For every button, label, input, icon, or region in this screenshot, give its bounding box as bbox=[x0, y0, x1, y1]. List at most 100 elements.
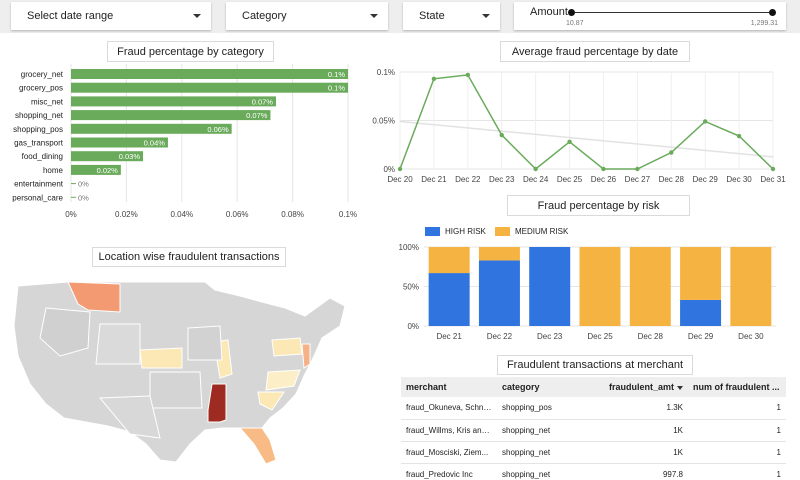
state-south-carolina[interactable] bbox=[257, 391, 285, 411]
bar-value-label: 0.02% bbox=[97, 166, 119, 175]
bar-value-label: 0% bbox=[78, 193, 89, 202]
amount-label: Amount bbox=[530, 6, 568, 18]
bar-value-label: 0% bbox=[78, 180, 89, 189]
x-tick-label: 0.08% bbox=[281, 210, 304, 219]
x-tick-label: Dec 29 bbox=[688, 332, 714, 341]
column-merchant[interactable]: merchant bbox=[401, 377, 497, 397]
bar-medium-risk bbox=[428, 247, 470, 274]
bar-value-label: 0.06% bbox=[207, 125, 229, 134]
sort-desc-icon bbox=[677, 385, 683, 390]
cell-merchant: fraud_Okuneva, Schne... bbox=[401, 397, 497, 420]
bar-medium-risk bbox=[629, 247, 671, 326]
x-tick-label: Dec 22 bbox=[455, 175, 481, 184]
bar-medium-risk bbox=[579, 247, 621, 326]
cell-merchant: fraud_Predovic Inc bbox=[401, 463, 497, 480]
cell-category: shopping_net bbox=[497, 463, 602, 480]
y-tick-label: 0.05% bbox=[372, 117, 395, 126]
cell-category: shopping_net bbox=[497, 441, 602, 464]
table-title: Fraudulent transactions at merchant bbox=[497, 355, 693, 375]
amount-min-value: 10.87 bbox=[566, 20, 584, 27]
x-tick-label: Dec 30 bbox=[726, 175, 752, 184]
legend-swatch-high bbox=[425, 227, 440, 236]
cell-merchant: fraud_Mosciski, Ziem... bbox=[401, 441, 497, 464]
state-texas-region[interactable] bbox=[98, 395, 161, 439]
data-point bbox=[702, 119, 708, 124]
category-label: shopping_net bbox=[15, 111, 64, 120]
table-row[interactable]: fraud_Predovic Inc shopping_net 997.8 1 bbox=[401, 463, 786, 480]
us-map[interactable] bbox=[0, 268, 360, 480]
x-tick-label: Dec 21 bbox=[421, 175, 447, 184]
cell-count: 1 bbox=[688, 397, 786, 420]
cell-amount: 1.3K bbox=[602, 397, 688, 420]
x-tick-label: 0.02% bbox=[115, 210, 138, 219]
state-north-carolina[interactable] bbox=[265, 369, 301, 391]
risk-stacked-chart: 0% 50% 100% Dec 21 Dec 22 Dec 23 Dec 25 Dec 28 D… bbox=[399, 243, 776, 341]
cell-count: 1 bbox=[688, 463, 786, 480]
state-idaho-region[interactable] bbox=[39, 307, 91, 357]
bar-high-risk bbox=[428, 273, 470, 326]
category-label: gas_transport bbox=[14, 139, 64, 148]
state-wyoming-region[interactable] bbox=[95, 323, 141, 365]
column-num-fraudulent[interactable]: num of fraudulent ... bbox=[688, 377, 786, 397]
table-row[interactable]: fraud_Willms, Kris and... shopping_net 1… bbox=[401, 419, 786, 442]
state-florida[interactable] bbox=[238, 427, 277, 465]
state-mississippi[interactable] bbox=[207, 383, 227, 423]
amount-min-handle[interactable] bbox=[568, 9, 575, 16]
state-montana[interactable] bbox=[67, 281, 121, 313]
x-tick-label: Dec 31 bbox=[760, 175, 786, 184]
y-tick-label: 0.1% bbox=[377, 68, 395, 77]
data-point bbox=[533, 166, 538, 172]
category-label: Category bbox=[242, 10, 287, 22]
legend-medium-risk-label: MEDIUM RISK bbox=[515, 227, 569, 236]
bar-medium-risk bbox=[680, 247, 722, 300]
x-tick-label: Dec 23 bbox=[537, 332, 563, 341]
data-point bbox=[499, 132, 504, 138]
state-pennsylvania[interactable] bbox=[271, 337, 303, 357]
column-category[interactable]: category bbox=[497, 377, 602, 397]
bar-value-label: 0.07% bbox=[246, 111, 268, 120]
amount-slider-track[interactable] bbox=[571, 12, 772, 13]
cell-merchant: fraud_Willms, Kris and... bbox=[401, 419, 497, 442]
data-point bbox=[431, 76, 437, 81]
y-tick-label: 50% bbox=[403, 283, 419, 292]
cell-category: shopping_net bbox=[497, 419, 602, 442]
amount-slider: Amount 10.87 1,299.31 bbox=[514, 2, 786, 30]
x-tick-label: Dec 25 bbox=[557, 175, 583, 184]
amount-max-handle[interactable] bbox=[769, 9, 776, 16]
bar-value-label: 0.07% bbox=[252, 97, 274, 106]
x-tick-label: 0% bbox=[65, 210, 77, 219]
bar bbox=[71, 110, 271, 121]
state-new-jersey[interactable] bbox=[301, 343, 311, 369]
category-label: grocery_net bbox=[21, 70, 64, 79]
y-tick-label: 100% bbox=[399, 243, 419, 252]
x-tick-label: Dec 25 bbox=[587, 332, 613, 341]
state-nebraska[interactable] bbox=[139, 347, 183, 369]
category-bar-chart: 0% 0.02% 0.04% 0.06% 0.08% 0.1% grocery_net 0.1… bbox=[12, 64, 357, 219]
bar bbox=[71, 151, 144, 162]
cell-count: 1 bbox=[688, 419, 786, 442]
bar-value-label: 0.1% bbox=[328, 84, 345, 93]
chevron-down-icon bbox=[482, 14, 490, 18]
state-iowa-region[interactable] bbox=[187, 325, 223, 361]
category-label: personal_care bbox=[12, 193, 63, 202]
bar bbox=[71, 96, 276, 107]
cell-count: 1 bbox=[688, 441, 786, 464]
date-line-chart: 0% 0.05% 0.1% Dec 20 Dec 21 Dec 22 Dec 23 Dec 2… bbox=[372, 68, 786, 184]
state-oklahoma-region[interactable] bbox=[149, 371, 203, 409]
risk-chart-title: Fraud percentage by risk bbox=[507, 195, 690, 216]
table-row[interactable]: fraud_Okuneva, Schne... shopping_pos 1.3… bbox=[401, 397, 786, 420]
date-range-dropdown[interactable]: Select date range bbox=[11, 2, 211, 30]
x-tick-label: Dec 29 bbox=[693, 175, 719, 184]
x-tick-label: Dec 21 bbox=[436, 332, 462, 341]
x-tick-label: Dec 27 bbox=[625, 175, 651, 184]
y-tick-label: 0% bbox=[383, 165, 395, 174]
state-dropdown[interactable]: State bbox=[403, 2, 500, 30]
table-row[interactable]: fraud_Mosciski, Ziem... shopping_net 1K … bbox=[401, 441, 786, 464]
column-fraudulent-amt[interactable]: fraudulent_amt bbox=[602, 377, 688, 397]
bar-value-label: 0.03% bbox=[119, 152, 141, 161]
category-dropdown[interactable]: Category bbox=[226, 2, 388, 30]
chevron-down-icon bbox=[193, 14, 201, 18]
category-label: home bbox=[43, 166, 64, 175]
bar-high-risk bbox=[529, 247, 571, 326]
